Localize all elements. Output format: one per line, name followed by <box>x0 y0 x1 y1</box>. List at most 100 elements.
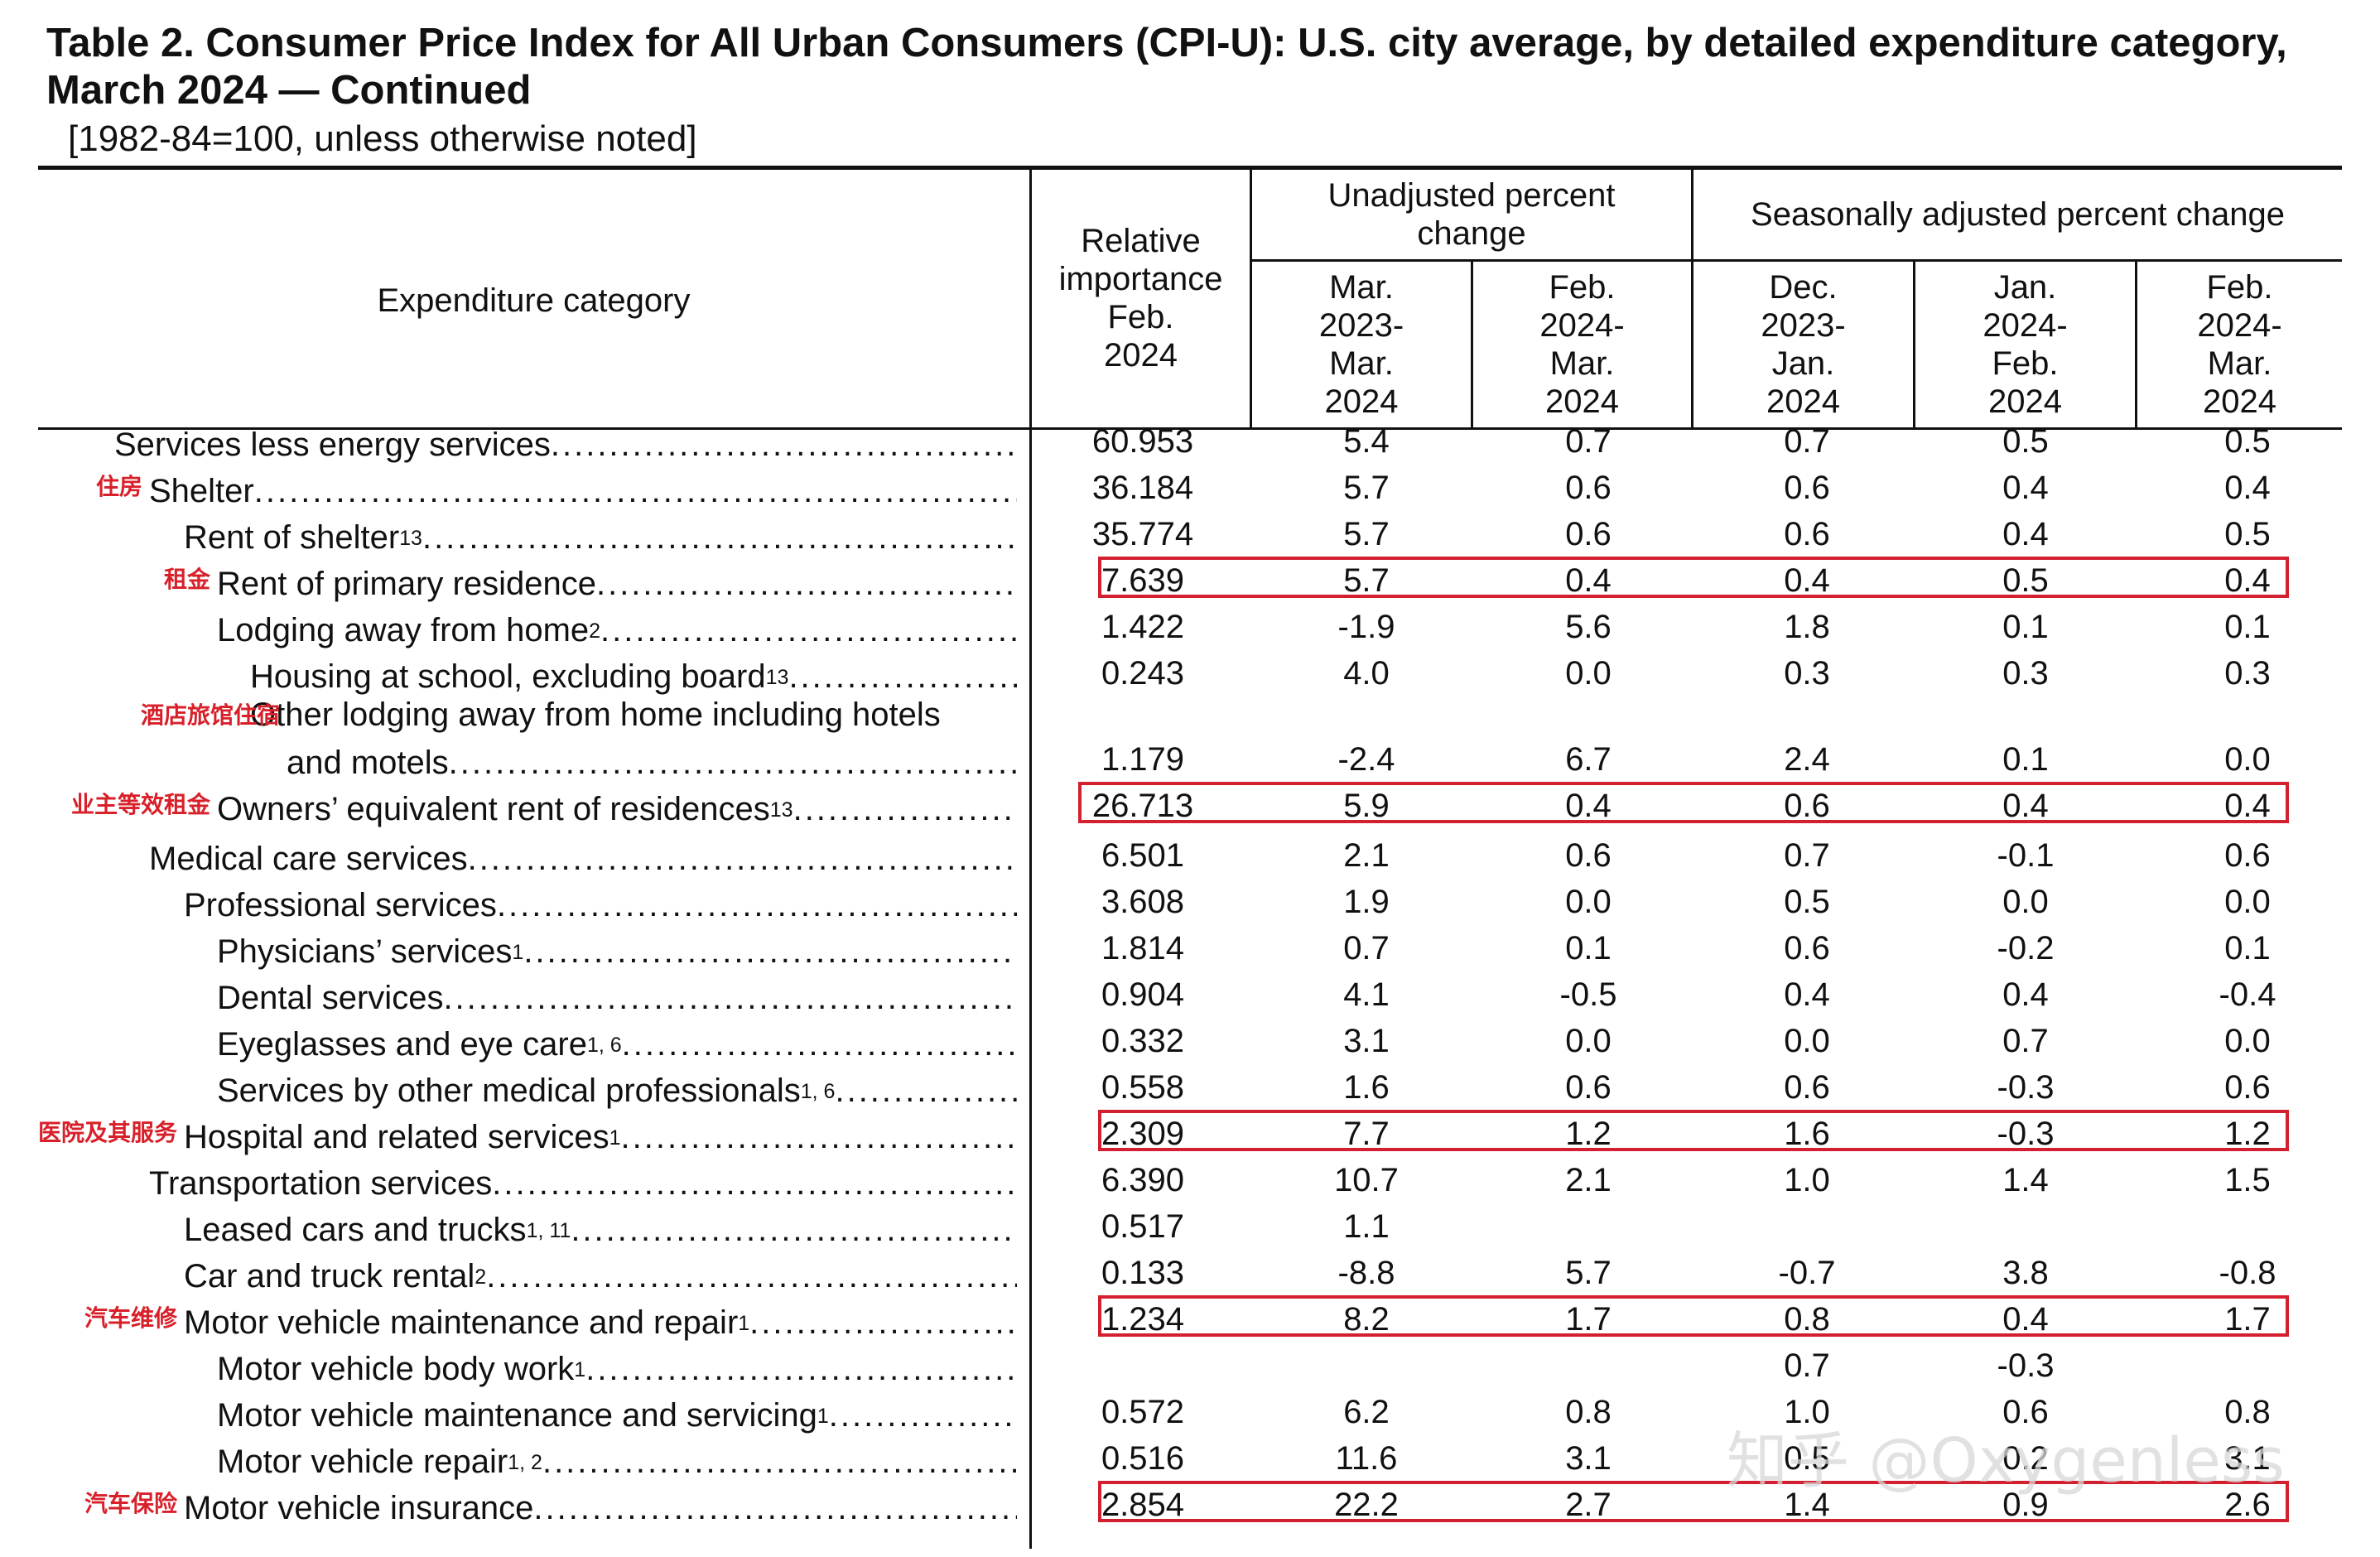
highlight-box <box>1098 1110 2289 1151</box>
category-name: Eyeglasses and eye care <box>217 1026 587 1063</box>
dot-leader: ........................................… <box>620 1119 1018 1155</box>
header-line: 2024 <box>1766 383 1840 420</box>
value-cell: 3.1 <box>2224 1440 2271 1477</box>
category-label: Dental services <box>217 979 443 1017</box>
category-label: Owners’ equivalent rent of residences13 <box>217 790 793 828</box>
category-cell: Professional services...................… <box>184 878 1017 924</box>
value-cell: -0.5 <box>1559 976 1617 1013</box>
value-cell: 8.2 <box>1343 1301 1390 1338</box>
value-cell: 1.814 <box>1101 930 1185 966</box>
category-cell: Owners’ equivalent rent of residences13.… <box>217 782 1017 828</box>
value-cell: 0.4 <box>1565 562 1612 599</box>
category-name: Hospital and related services <box>184 1119 609 1155</box>
value-cell: 0.7 <box>1565 423 1612 460</box>
category-cell: Lodging away from home2.................… <box>217 603 1017 649</box>
header-line: 2024- <box>1539 307 1625 344</box>
value-cell: 11.6 <box>1335 1440 1398 1477</box>
category-cell: and motels..............................… <box>287 735 1017 782</box>
value-cell: -8.8 <box>1337 1255 1395 1291</box>
value-cell: -2.4 <box>1337 741 1395 778</box>
value-cell: 0.332 <box>1101 1023 1185 1059</box>
header-line: Relative <box>1081 223 1201 259</box>
value-cell: 0.0 <box>1565 655 1612 692</box>
value-cell: 6.2 <box>1343 1394 1390 1430</box>
value-cell: 0.8 <box>1784 1301 1830 1338</box>
value-cell: 26.713 <box>1091 788 1194 824</box>
value-cell: 1.0 <box>1784 1394 1830 1430</box>
category-name: Services by other medical professionals <box>217 1073 801 1109</box>
category-label: Medical care services <box>149 840 468 878</box>
value-cell: 0.4 <box>2002 516 2049 552</box>
value-cell: 1.2 <box>2224 1116 2271 1152</box>
value-cell: 5.7 <box>1343 562 1390 599</box>
value-cell: 1.7 <box>2224 1301 2271 1338</box>
period-divider-4 <box>2135 259 2137 430</box>
value-cell: 0.6 <box>1784 788 1830 824</box>
category-cell: Rent of shelter13.......................… <box>184 510 1017 557</box>
category-label: Housing at school, excluding board13 <box>250 658 788 696</box>
value-cell: 0.6 <box>1565 470 1612 506</box>
value-cell: 0.4 <box>2224 562 2271 599</box>
header-line: Mar. <box>1329 269 1394 306</box>
value-cell: 36.184 <box>1091 470 1194 506</box>
value-cell: 0.904 <box>1101 976 1185 1013</box>
dot-leader: ........................................… <box>835 1073 1017 1109</box>
value-cell: 3.1 <box>1565 1440 1612 1477</box>
category-cell: Motor vehicle insurance.................… <box>184 1481 1017 1527</box>
value-cell: 0.0 <box>2224 884 2271 920</box>
value-cell: 2.309 <box>1101 1116 1185 1152</box>
value-cell: 1.6 <box>1784 1116 1830 1152</box>
header-period-2: Feb. 2024- Mar. 2024 <box>1473 268 1691 421</box>
category-label: Hospital and related services1 <box>184 1118 621 1156</box>
value-cell: 0.9 <box>2002 1487 2049 1523</box>
category-name: Rent of primary residence <box>217 566 596 602</box>
dot-leader: ........................................… <box>571 1212 1017 1248</box>
annotation-tag: 医院及其服务 <box>37 1120 177 1145</box>
dot-leader: ........................................… <box>467 841 1017 877</box>
header-line: Jan. <box>1993 269 2057 306</box>
value-cell: 1.422 <box>1101 609 1185 645</box>
value-cell: 0.6 <box>2224 837 2271 874</box>
table-title: Table 2. Consumer Price Index for All Ur… <box>46 21 2287 113</box>
header-line: Jan. <box>1771 345 1835 382</box>
category-cell: Leased cars and trucks1, 11.............… <box>184 1203 1017 1249</box>
footnote-marker: 1, 11 <box>526 1219 571 1242</box>
dot-leader: ........................................… <box>542 1444 1017 1480</box>
value-cell: 0.572 <box>1101 1394 1185 1430</box>
value-cell: 0.2 <box>2002 1440 2049 1477</box>
category-name: and motels <box>287 745 449 781</box>
value-cell: 0.0 <box>2002 884 2049 920</box>
header-line: 2024 <box>1988 383 2062 420</box>
dot-leader: ........................................… <box>422 519 1017 556</box>
dot-leader: ........................................… <box>793 791 1017 827</box>
category-name: Motor vehicle maintenance and servicing <box>217 1397 817 1434</box>
value-cell: 0.3 <box>1784 655 1830 692</box>
category-label: Services less energy services <box>114 426 551 464</box>
category-name: Car and truck rental <box>184 1258 475 1294</box>
value-cell: 0.0 <box>2224 1023 2271 1059</box>
footnote-marker: 2 <box>589 619 601 643</box>
period-divider-1 <box>1471 259 1473 430</box>
category-label: Car and truck rental2 <box>184 1257 486 1295</box>
value-cell: 0.6 <box>1565 837 1612 874</box>
category-name: Motor vehicle repair <box>217 1444 508 1480</box>
value-cell: -1.9 <box>1337 609 1395 645</box>
dot-leader: ........................................… <box>621 1026 1017 1063</box>
value-cell: 0.0 <box>1565 884 1612 920</box>
value-cell: 3.1 <box>1343 1023 1390 1059</box>
header-line: Unadjusted percent <box>1327 177 1616 214</box>
footnote-marker: 1 <box>738 1312 750 1335</box>
value-cell: 0.0 <box>2224 741 2271 778</box>
category-name: Motor vehicle body work <box>217 1351 575 1387</box>
header-line: 2023- <box>1761 307 1846 344</box>
value-cell: 1.7 <box>1565 1301 1612 1338</box>
category-label-line: Other lodging away from home including h… <box>250 697 941 733</box>
value-cell: 0.6 <box>1784 930 1830 966</box>
category-name: Rent of shelter <box>184 519 400 556</box>
value-cell: 0.8 <box>2224 1394 2271 1430</box>
value-cell: 0.517 <box>1101 1208 1185 1245</box>
header-line: 2024 <box>2203 383 2276 420</box>
header-bottom-rule <box>38 427 2342 430</box>
footnote-marker: 13 <box>765 666 789 689</box>
